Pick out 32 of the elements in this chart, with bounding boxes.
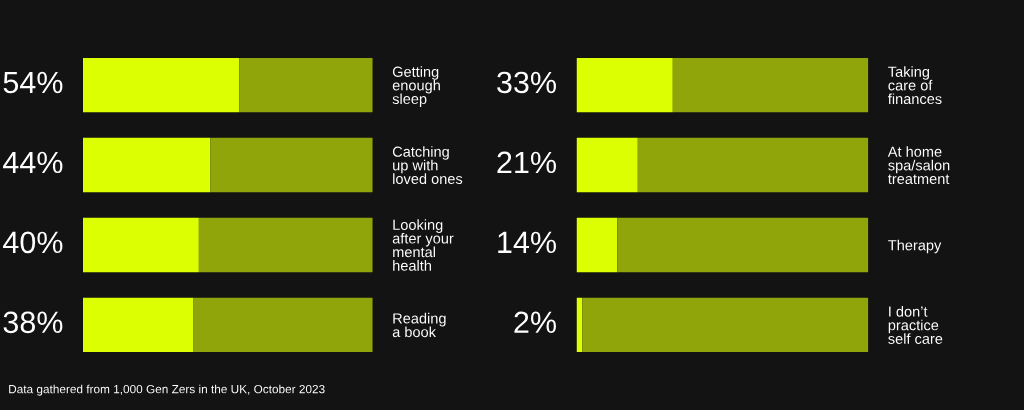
text: Data gathered from 1,000 Gen Zers in the UK, October 2023 bbox=[9, 384, 325, 396]
bar bbox=[672, 57, 869, 113]
bar bbox=[576, 137, 638, 193]
bar bbox=[582, 297, 869, 353]
data-label: 14% bbox=[498, 231, 556, 254]
data-label: 38% bbox=[3, 311, 63, 334]
bar bbox=[576, 57, 673, 113]
bar bbox=[617, 217, 869, 273]
bar bbox=[637, 137, 869, 193]
y-tick-label: Looking after your mental health bbox=[392, 219, 454, 271]
bar bbox=[198, 217, 373, 273]
bar bbox=[82, 297, 194, 353]
y-tick-label: Getting enough sleep bbox=[392, 66, 440, 107]
bar bbox=[239, 57, 373, 113]
y-tick-label: Reading a book bbox=[392, 312, 446, 338]
data-label: 54% bbox=[3, 71, 63, 94]
bar bbox=[193, 297, 373, 353]
data-label: 21% bbox=[497, 151, 556, 174]
bar bbox=[82, 137, 211, 193]
bar bbox=[82, 57, 240, 113]
bar bbox=[82, 217, 199, 273]
data-label: 44% bbox=[3, 151, 63, 174]
y-tick-label: Catching up with loved ones bbox=[392, 146, 463, 185]
data-label: 2% bbox=[514, 311, 556, 334]
y-tick-label: Taking care of finances bbox=[888, 66, 942, 105]
data-label: 33% bbox=[497, 71, 556, 94]
y-tick-label: I don’t practice self care bbox=[888, 306, 943, 344]
y-tick-label: Therapy bbox=[888, 239, 942, 254]
data-label: 40% bbox=[3, 231, 63, 254]
bar bbox=[210, 137, 373, 193]
bar bbox=[576, 217, 618, 273]
y-tick-label: At home spa/salon treatment bbox=[887, 146, 950, 185]
